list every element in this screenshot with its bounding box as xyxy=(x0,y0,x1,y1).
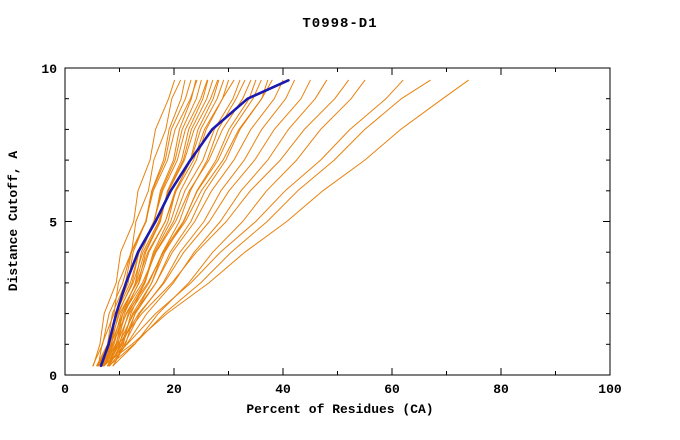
chart-title: T0998-D1 xyxy=(302,16,377,32)
model-series-line xyxy=(108,79,269,367)
x-tick-label: 40 xyxy=(275,382,291,397)
model-series-line xyxy=(96,79,273,367)
model-series-line xyxy=(102,79,262,367)
model-series-line xyxy=(102,79,241,367)
model-series-line xyxy=(103,79,311,367)
model-series-line xyxy=(103,79,284,367)
model-series-line xyxy=(98,79,252,367)
model-series-line xyxy=(96,79,192,367)
model-series-line xyxy=(108,79,431,367)
model-series-line xyxy=(109,79,328,367)
model-series-line xyxy=(97,79,349,367)
model-series-line xyxy=(102,79,469,367)
model-series-line xyxy=(103,79,404,367)
plot-area: 0 20 40 60 80 100 0 5 10 xyxy=(41,62,622,397)
y-tick-label: 10 xyxy=(41,62,57,77)
model-series-line xyxy=(97,79,181,367)
x-tick-label: 20 xyxy=(166,382,182,397)
y-tick-label: 0 xyxy=(49,369,57,384)
x-tick-label: 60 xyxy=(384,382,400,397)
model-series-line xyxy=(92,79,198,367)
x-tick-label: 100 xyxy=(598,382,622,397)
y-tick-label: 5 xyxy=(49,216,57,231)
model-series-line xyxy=(92,79,175,367)
model-series-line xyxy=(97,79,235,367)
highlight-series-line xyxy=(99,79,290,368)
x-tick-label: 0 xyxy=(61,382,69,397)
x-axis-label: Percent of Residues (CA) xyxy=(246,402,433,417)
model-series-line xyxy=(112,79,366,367)
y-axis-label: Distance Cutoff, A xyxy=(6,151,21,292)
x-tick-label: 80 xyxy=(493,382,509,397)
